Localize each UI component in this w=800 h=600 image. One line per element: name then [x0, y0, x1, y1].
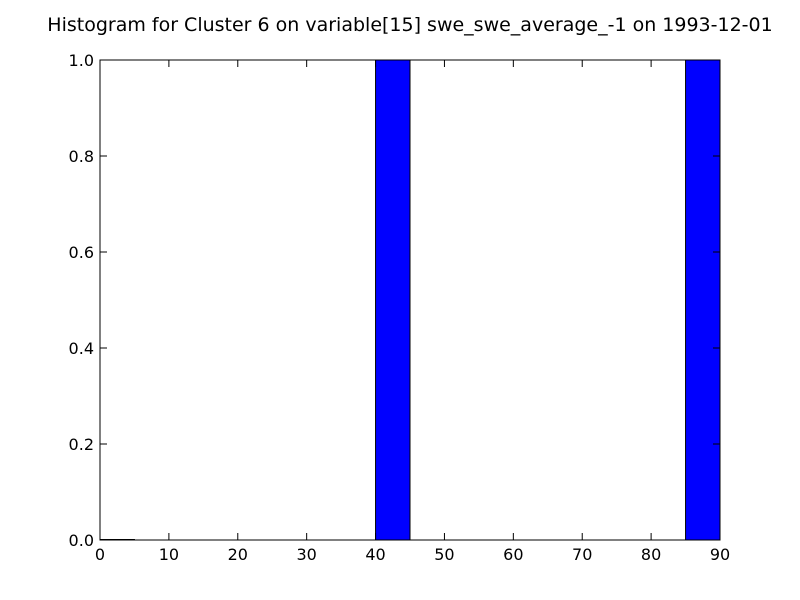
y-tick-label: 0.4 [69, 339, 94, 358]
y-tick-labels: 0.0 0.2 0.4 0.6 0.8 1.0 [69, 51, 94, 550]
x-tick-label: 40 [365, 545, 385, 564]
y-tick-label: 0.2 [69, 435, 94, 454]
chart-title: Histogram for Cluster 6 on variable[15] … [47, 14, 772, 36]
histogram-bar [375, 59, 411, 541]
plot-frame [99, 59, 721, 541]
y-tick-label: 0.0 [69, 531, 94, 550]
x-tick-label: 20 [228, 545, 248, 564]
histogram-bar [685, 59, 721, 541]
y-tick-label: 1.0 [69, 51, 94, 70]
x-tick-label: 80 [641, 545, 661, 564]
y-tick-label: 0.8 [69, 147, 94, 166]
x-tick-label: 70 [572, 545, 592, 564]
x-tick-label: 0 [95, 545, 105, 564]
x-tick-label: 50 [434, 545, 454, 564]
y-tick-label: 0.6 [69, 243, 94, 262]
x-tick-label: 30 [296, 545, 316, 564]
x-tick-label: 10 [159, 545, 179, 564]
x-tick-label: 60 [503, 545, 523, 564]
x-tick-labels: 0 10 20 30 40 50 60 70 80 90 [95, 545, 730, 564]
x-tick-label: 90 [710, 545, 730, 564]
